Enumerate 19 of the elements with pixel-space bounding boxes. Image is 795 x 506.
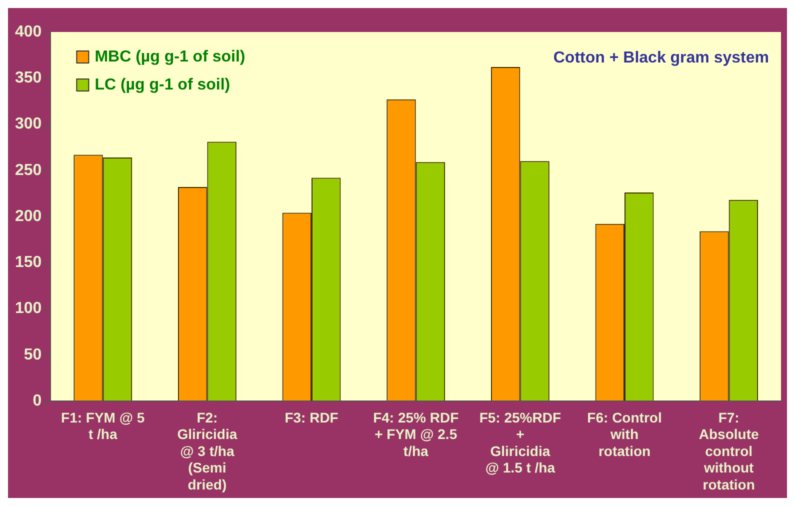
x-tick-label: F5: 25%RDF + Gliricidia @ 1.5 t /ha [479,409,562,476]
y-tick-label: 50 [24,346,42,364]
y-tick-label: 350 [14,70,42,87]
y-tick-label: 0 [32,392,42,410]
text: Cotton + Black gram system [553,49,769,66]
x-tick-label: F3: RDF [284,409,339,426]
x-tick-label: F7: Absolute control without rotation [698,409,759,492]
y-tick-label: 400 [14,23,42,40]
y-tick-label: 250 [14,162,42,179]
y-tick-label: 150 [14,254,42,272]
legend-label: LC (µg g-1 of soil) [94,76,230,94]
x-tick-label: F1: FYM @ 5 t /ha [61,409,145,442]
y-tick-label: 100 [14,300,42,318]
legend-label: MBC (µg g-1 of soil) [94,48,246,66]
x-tick-label: F2: Gliricidia @ 3 t/ha (Semi dried) [177,409,238,492]
x-tick-label: F4: 25% RDF + FYM @ 2.5 t/ha [373,409,460,459]
x-tick-label: F6: Control with rotation [587,409,662,459]
y-tick-label: 200 [14,208,42,225]
y-tick-label: 300 [14,116,42,133]
